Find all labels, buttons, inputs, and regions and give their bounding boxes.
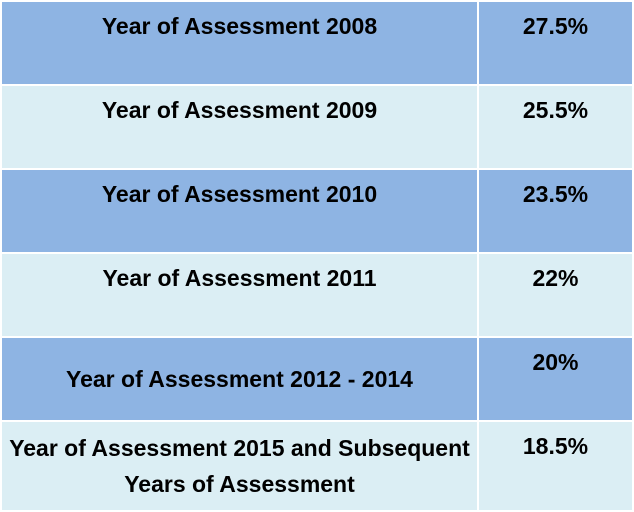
tax-rate: 18.5% [477, 420, 634, 512]
tax-rate: 27.5% [477, 0, 634, 86]
table-row: Year of Assessment 2012 - 2014 20% [0, 336, 634, 422]
table-row: Year of Assessment 2009 25.5% [0, 84, 634, 170]
tax-rate: 23.5% [477, 168, 634, 254]
tax-rate: 25.5% [477, 84, 634, 170]
year-label: Year of Assessment 2015 and Subsequent Y… [0, 420, 479, 512]
table-row: Year of Assessment 2011 22% [0, 252, 634, 338]
year-label: Year of Assessment 2012 - 2014 [0, 336, 479, 422]
table-row: Year of Assessment 2008 27.5% [0, 0, 634, 86]
table-row: Year of Assessment 2015 and Subsequent Y… [0, 420, 634, 512]
year-label: Year of Assessment 2010 [0, 168, 479, 254]
tax-rate: 20% [477, 336, 634, 422]
year-label: Year of Assessment 2009 [0, 84, 479, 170]
tax-rate: 22% [477, 252, 634, 338]
year-label: Year of Assessment 2011 [0, 252, 479, 338]
year-label: Year of Assessment 2008 [0, 0, 479, 86]
table-row: Year of Assessment 2010 23.5% [0, 168, 634, 254]
